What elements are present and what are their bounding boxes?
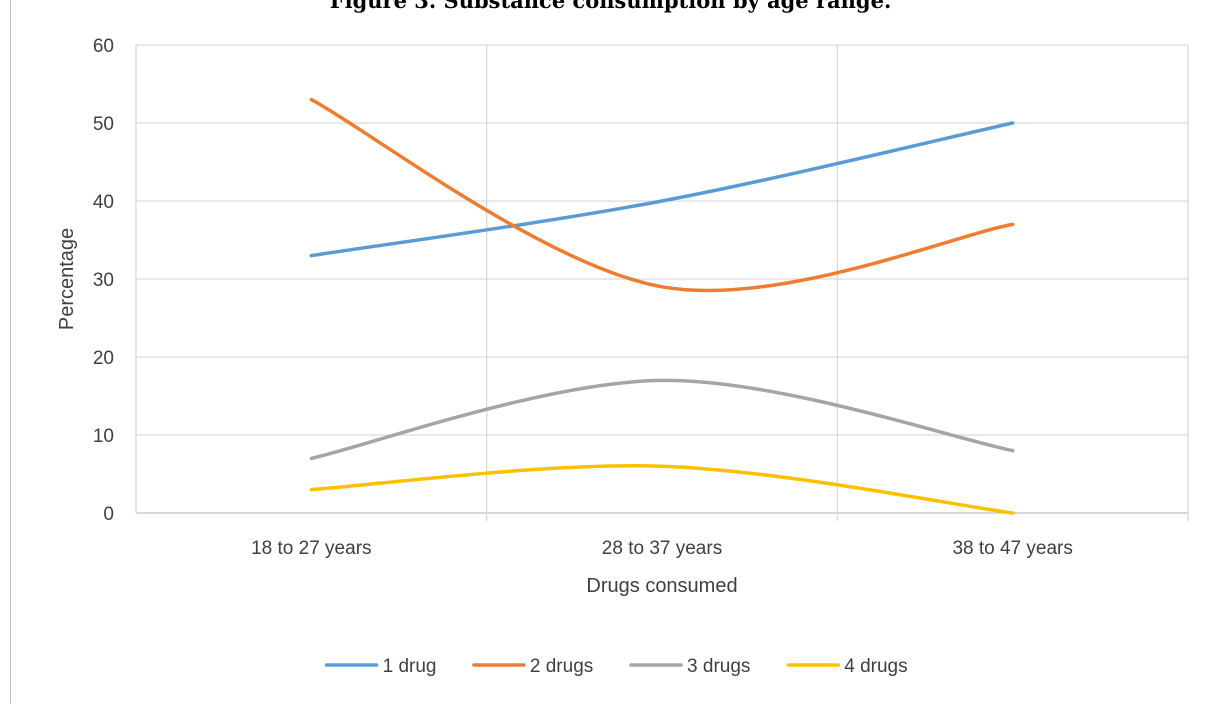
- x-axis-label: Drugs consumed: [586, 575, 737, 597]
- legend-label: 1 drug: [383, 656, 437, 677]
- legend-item: 3 drugs: [629, 656, 750, 677]
- y-tick-label: 10: [93, 426, 114, 447]
- y-tick-label: 30: [93, 270, 114, 291]
- y-tick-label: 60: [93, 36, 114, 57]
- y-axis-label: Percentage: [56, 228, 78, 330]
- legend: 1 drug 2 drugs 3 drugs 4 drugs: [324, 656, 908, 677]
- chart-frame: [10, 0, 1220, 704]
- series-line-1: [309, 121, 1015, 258]
- y-tick-label: 20: [93, 348, 114, 369]
- gridlines: [135, 44, 1189, 521]
- series-lines: [309, 97, 1015, 515]
- y-axis-tick-labels: 0 10 20 30 40 50 60: [93, 36, 114, 525]
- legend-item: 1 drug: [324, 656, 437, 677]
- x-axis-tick-labels: 18 to 27 years 28 to 37 years 38 to 47 yea…: [251, 538, 1073, 559]
- legend-label: 3 drugs: [687, 656, 750, 677]
- x-tick-label: 38 to 47 years: [952, 538, 1072, 559]
- legend-item: 2 drugs: [472, 656, 593, 677]
- chart-title: Figure 3. Substance consumption by age r…: [329, 0, 892, 13]
- legend-item: 4 drugs: [786, 656, 908, 677]
- y-tick-label: 0: [103, 504, 114, 525]
- series-line-2: [309, 97, 1015, 293]
- series-line-4: [309, 464, 1015, 515]
- y-tick-label: 50: [93, 114, 114, 135]
- x-tick-label: 28 to 37 years: [602, 538, 722, 559]
- legend-label: 4 drugs: [844, 656, 907, 677]
- x-tick-label: 18 to 27 years: [251, 538, 371, 559]
- legend-label: 2 drugs: [530, 656, 593, 677]
- y-tick-label: 40: [93, 192, 114, 213]
- series-line-3: [309, 378, 1015, 461]
